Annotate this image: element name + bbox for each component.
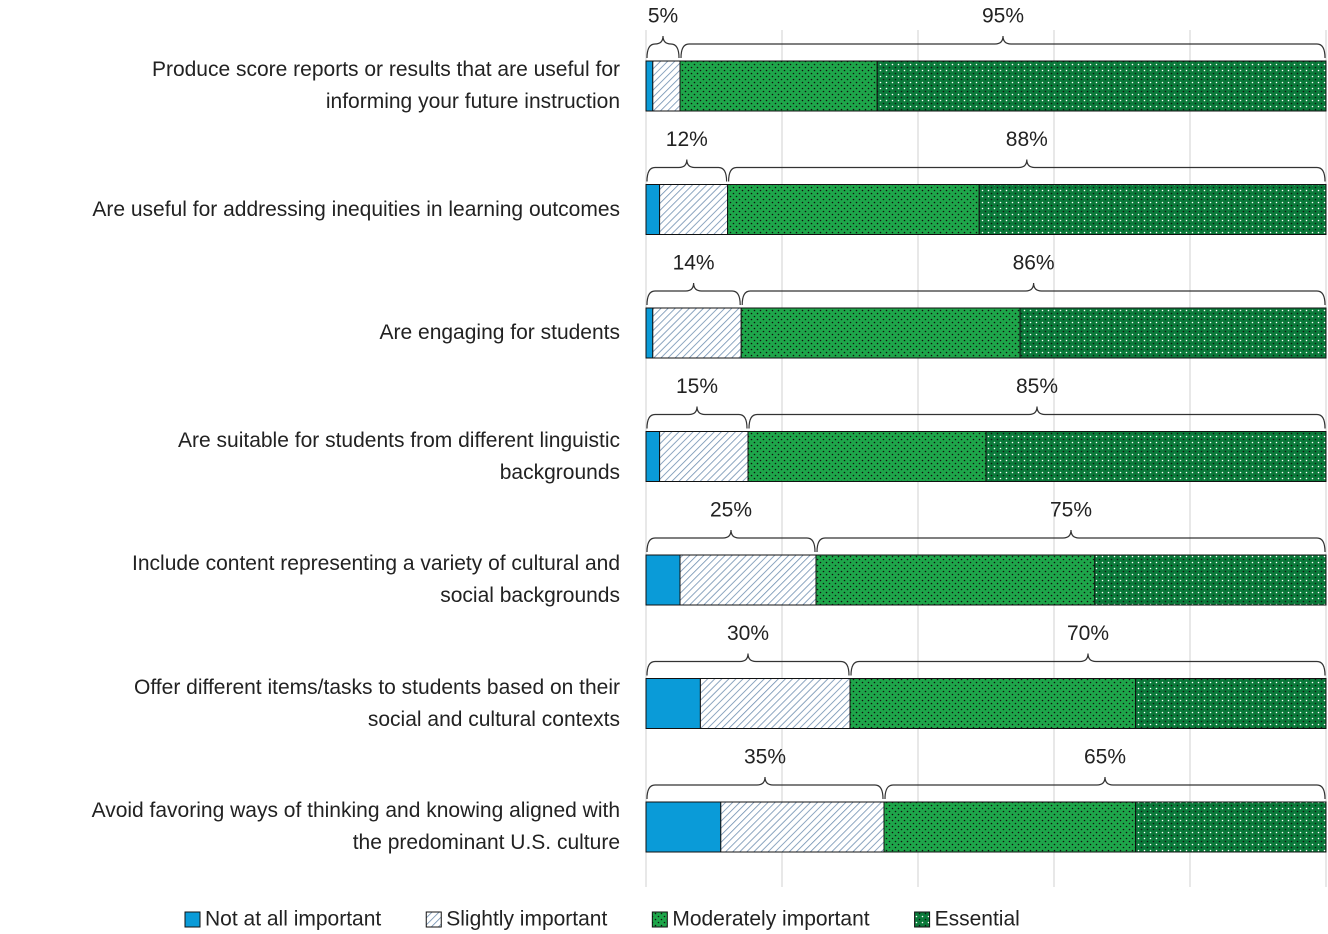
category-label: Produce score reports or results that ar… — [151, 58, 620, 113]
bracket-label: 25% — [710, 499, 752, 522]
legend-swatch — [914, 911, 931, 928]
bracket — [646, 159, 728, 182]
bracket-label: 88% — [1006, 128, 1048, 151]
bar-segment — [727, 184, 980, 235]
bracket-label: 70% — [1067, 622, 1109, 645]
legend-swatch — [184, 911, 201, 928]
bracket-label: 86% — [1013, 252, 1055, 275]
legend-label: Moderately important — [672, 908, 869, 931]
bar-segment — [645, 60, 654, 112]
bar-segment — [1135, 678, 1327, 729]
bar-segment — [645, 801, 722, 853]
bracket-label: 5% — [648, 5, 678, 28]
bracket — [884, 776, 1326, 800]
bar-segment — [720, 801, 885, 853]
legend-label: Essential — [935, 908, 1020, 931]
bar-segment — [1019, 307, 1327, 359]
bracket — [850, 653, 1326, 676]
bar-segment — [659, 431, 749, 482]
bar-segment — [645, 554, 681, 606]
category-label: Are engaging for students — [379, 321, 621, 344]
bracket — [646, 35, 680, 59]
bar-segment — [747, 431, 987, 482]
category-label: Include content representing a variety o… — [132, 552, 620, 607]
bracket-label: 35% — [744, 746, 786, 769]
bar-segment — [652, 307, 742, 359]
bar-segment — [849, 678, 1137, 729]
bar-segment — [659, 184, 729, 235]
category-label: Offer different items/tasks to students … — [134, 675, 620, 731]
bar-segment — [883, 801, 1137, 853]
category-label: Avoid favoring ways of thinking and know… — [91, 799, 620, 854]
bar-segment — [645, 431, 661, 482]
bar-segment — [645, 307, 654, 359]
bracket — [816, 529, 1326, 553]
bar-segment — [699, 678, 851, 729]
bracket-label: 12% — [666, 128, 708, 151]
bracket-label: 75% — [1050, 499, 1092, 522]
bracket — [680, 35, 1326, 59]
legend-swatch — [651, 911, 668, 928]
bar-segment — [815, 554, 1096, 606]
bracket — [646, 776, 884, 800]
category-label: Are suitable for students from different… — [178, 428, 620, 484]
bar-segment — [876, 60, 1327, 112]
bar-segment — [679, 554, 817, 606]
bracket — [728, 159, 1326, 182]
bracket-label: 65% — [1084, 746, 1126, 769]
legend-swatch — [425, 911, 442, 928]
category-label: Are useful for addressing inequities in … — [92, 197, 620, 221]
bracket-label: 15% — [676, 375, 718, 398]
bracket-label: 85% — [1016, 375, 1058, 398]
legend-label: Not at all important — [205, 908, 381, 931]
bracket — [646, 406, 748, 429]
bracket — [646, 282, 741, 306]
bar-segment — [1094, 554, 1327, 606]
bracket — [646, 653, 850, 676]
bracket-label: 14% — [673, 252, 715, 275]
bar-segment — [985, 431, 1327, 482]
bar-segment — [645, 184, 661, 235]
bracket-label: 30% — [727, 622, 769, 645]
bracket — [646, 529, 816, 553]
bar-segment — [1135, 801, 1327, 853]
bar-segment — [652, 60, 681, 112]
bar-segment — [978, 184, 1327, 235]
bar-segment — [645, 678, 701, 729]
bar-segment — [740, 307, 1021, 359]
bar-segment — [679, 60, 878, 112]
bracket-label: 95% — [982, 5, 1024, 28]
bracket — [741, 282, 1326, 306]
bracket — [748, 406, 1326, 429]
legend-label: Slightly important — [446, 908, 607, 931]
